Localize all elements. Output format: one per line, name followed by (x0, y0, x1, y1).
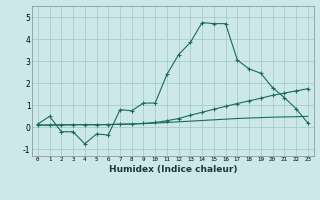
X-axis label: Humidex (Indice chaleur): Humidex (Indice chaleur) (108, 165, 237, 174)
